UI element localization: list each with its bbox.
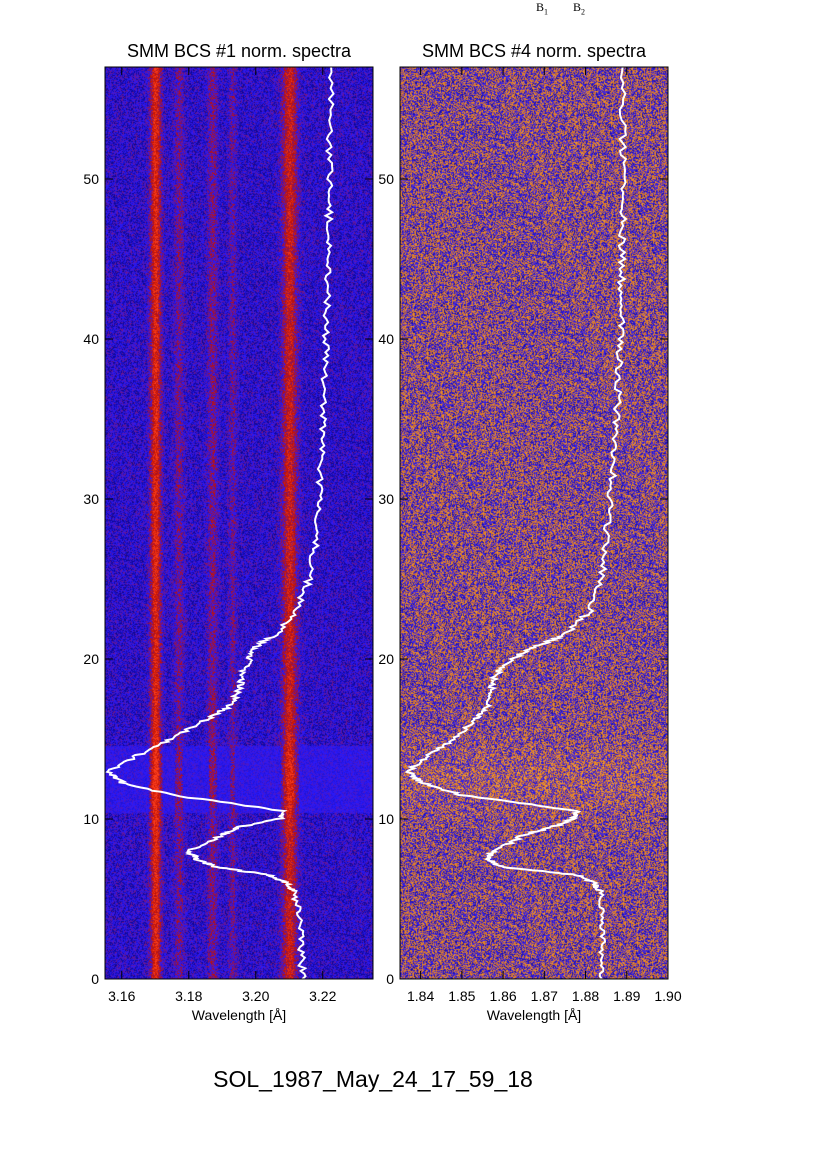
y-axis: 0 10 20 30 40 50 bbox=[83, 171, 373, 987]
y-tick-label: 40 bbox=[378, 331, 394, 347]
corner-subscript: 1 bbox=[544, 7, 549, 17]
x-tick-label: 1.84 bbox=[407, 988, 434, 1004]
x-axis: 3.16 3.18 3.20 3.22 bbox=[108, 67, 337, 1004]
x-tick-label: 3.22 bbox=[309, 988, 336, 1004]
overlay-curve bbox=[404, 66, 628, 980]
y-tick-label: 20 bbox=[83, 651, 99, 667]
x-axis: 1.84 1.85 1.86 1.87 1.88 1.89 1.90 bbox=[407, 67, 682, 1004]
x-axis-label: Wavelength [Å] bbox=[192, 1007, 286, 1023]
y-tick-label: 30 bbox=[83, 491, 99, 507]
x-tick-label: 3.18 bbox=[175, 988, 202, 1004]
y-tick-label: 10 bbox=[83, 811, 99, 827]
plot-frame bbox=[399, 66, 669, 980]
x-tick-label: 1.88 bbox=[572, 988, 599, 1004]
y-tick-label: 40 bbox=[83, 331, 99, 347]
spectrogram-heatmap bbox=[400, 67, 668, 979]
x-tick-label: 1.86 bbox=[489, 988, 516, 1004]
y-tick-label: 0 bbox=[91, 971, 99, 987]
corner-label-b2: B2 bbox=[573, 0, 585, 16]
y-tick-label: 20 bbox=[378, 651, 394, 667]
x-axis-label: Wavelength [Å] bbox=[487, 1007, 581, 1023]
y-axis: 0 10 20 30 40 50 bbox=[378, 171, 668, 987]
x-tick-label: 3.16 bbox=[108, 988, 135, 1004]
x-tick-label: 1.87 bbox=[531, 988, 558, 1004]
spectrogram-heatmap bbox=[105, 67, 373, 979]
corner-label-b1: B1 bbox=[536, 0, 548, 16]
x-tick-label: 1.89 bbox=[613, 988, 640, 1004]
y-tick-label: 0 bbox=[386, 971, 394, 987]
x-tick-label: 1.85 bbox=[448, 988, 475, 1004]
panel-title: SMM BCS #1 norm. spectra bbox=[127, 41, 352, 61]
x-tick-label: 1.90 bbox=[654, 988, 681, 1004]
x-tick-label: 3.20 bbox=[242, 988, 269, 1004]
y-tick-label: 50 bbox=[378, 171, 394, 187]
y-tick-label: 30 bbox=[378, 491, 394, 507]
overlay-curve bbox=[105, 66, 335, 980]
y-tick-label: 10 bbox=[378, 811, 394, 827]
corner-subscript: 2 bbox=[581, 7, 586, 17]
plot-frame bbox=[104, 66, 374, 980]
corner-letter: B bbox=[536, 0, 545, 14]
y-tick-label: 50 bbox=[83, 171, 99, 187]
panel-title: SMM BCS #4 norm. spectra bbox=[422, 41, 647, 61]
panel-bcs4: SMM BCS #4 norm. spectra 1.84 1.85 1.86 1.8… bbox=[378, 41, 681, 1023]
panel-bcs1: SMM BCS #1 norm. spectra 3.16 3.18 3.20 3.2… bbox=[83, 41, 374, 1023]
figure-caption: SOL_1987_May_24_17_59_18 bbox=[213, 1066, 533, 1092]
corner-letter: B bbox=[573, 0, 582, 14]
